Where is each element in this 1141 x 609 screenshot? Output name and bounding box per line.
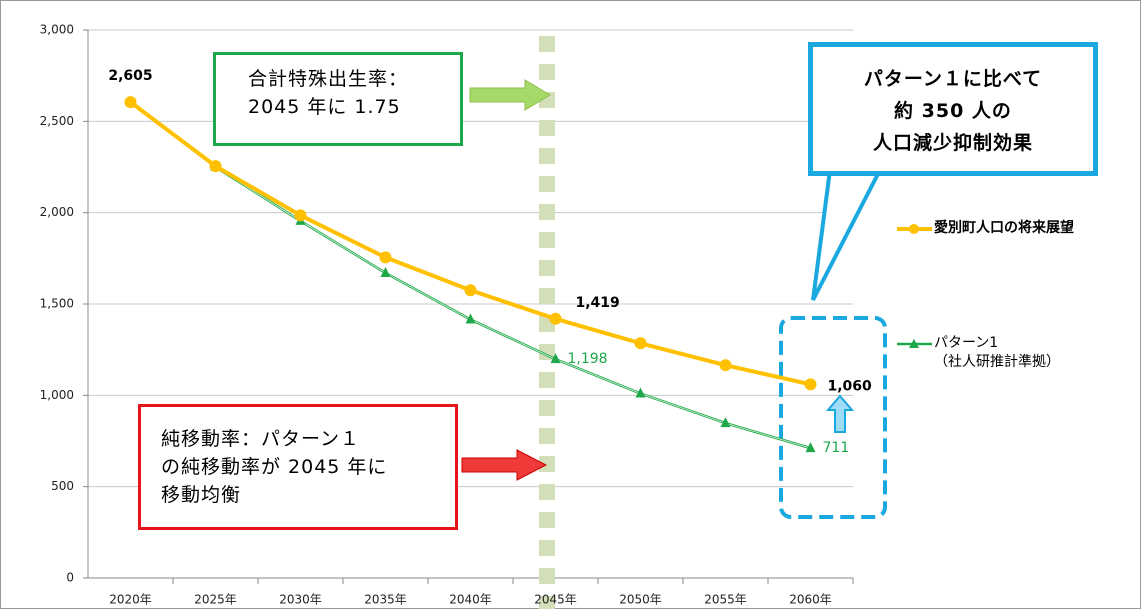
red-arrow — [461, 449, 548, 481]
point — [464, 284, 477, 297]
data-label: 1,198 — [568, 351, 608, 367]
green-arrow — [469, 79, 551, 111]
y-tick-label: 1,500 — [40, 297, 74, 311]
y-tick-label: 0 — [66, 571, 74, 585]
point — [550, 353, 561, 364]
point — [635, 387, 646, 398]
blue-arrow — [825, 394, 855, 433]
annotation-migration: 純移動率：パターン１ の純移動率が 2045 年に 移動均衡 — [138, 404, 458, 530]
point — [380, 266, 391, 277]
y-tick-label: 2,500 — [40, 114, 74, 128]
x-tick-label: 2040年 — [449, 593, 492, 607]
x-tick-label: 2050年 — [619, 593, 662, 607]
series-line — [129, 101, 811, 450]
point — [805, 442, 816, 453]
series-line-inner — [130, 101, 811, 449]
point — [124, 96, 137, 109]
point — [804, 378, 817, 391]
point — [465, 313, 476, 324]
legend-label: 愛別町人口の将来展望 — [934, 220, 1074, 236]
y-tick-label: 500 — [51, 479, 74, 493]
data-label: 2,605 — [108, 68, 152, 84]
x-tick-label: 2045年 — [534, 593, 577, 607]
x-tick-label: 2060年 — [789, 593, 832, 607]
point — [294, 209, 307, 222]
point — [209, 160, 222, 173]
x-tick-label: 2025年 — [194, 593, 237, 607]
x-tick-label: 2020年 — [109, 593, 152, 607]
data-label: 1,060 — [828, 378, 873, 394]
x-tick-label: 2035年 — [364, 593, 407, 607]
x-tick-label: 2030年 — [279, 593, 322, 607]
y-tick-label: 1,000 — [40, 388, 74, 402]
callout-tail — [811, 168, 884, 301]
y-tick-label: 3,000 — [40, 23, 74, 37]
legend-marker — [909, 224, 919, 234]
point — [720, 417, 731, 428]
y-tick-label: 2,000 — [40, 205, 74, 219]
legend-marker — [909, 339, 919, 348]
point — [719, 359, 732, 372]
highlight-box — [779, 316, 887, 519]
data-label: 1,419 — [576, 295, 620, 311]
annotation-effect: パターン１に比べて 約 350 人の 人口減少抑制効果 — [808, 42, 1098, 176]
x-tick-label: 2055年 — [704, 593, 747, 607]
point — [549, 312, 562, 325]
data-label: 711 — [823, 440, 850, 456]
point — [379, 251, 392, 264]
legend-label: パターン1 （社人研推計準拠） — [934, 335, 1060, 370]
point — [634, 337, 647, 350]
annotation-fertility: 合計特殊出生率： 2045 年に 1.75 — [213, 52, 463, 146]
